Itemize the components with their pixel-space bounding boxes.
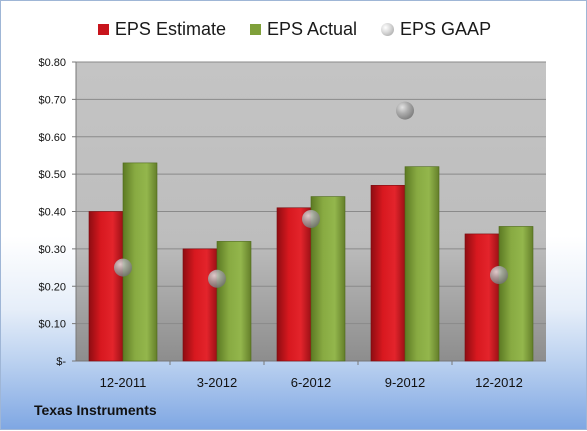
y-tick-label: $0.40 xyxy=(38,207,66,219)
legend-swatch-gaap xyxy=(381,22,395,36)
legend-label-actual: EPS Actual xyxy=(266,18,358,39)
y-tick-label: $0.30 xyxy=(38,244,66,256)
point-eps-gaap xyxy=(208,269,226,288)
point-eps-gaap xyxy=(490,266,508,285)
x-tick-label: 12-2011 xyxy=(100,375,147,390)
x-tick-label: 3-2012 xyxy=(197,375,237,390)
legend-swatch-estimate xyxy=(97,23,109,35)
bar-eps-actual xyxy=(216,241,252,362)
y-tick-label: $0.50 xyxy=(38,169,66,181)
bar-eps-estimate xyxy=(370,185,406,362)
point-eps-gaap xyxy=(396,101,414,120)
y-tick-label: $- xyxy=(56,356,66,368)
bar-eps-estimate xyxy=(276,207,312,362)
bar-eps-actual xyxy=(498,226,534,362)
bar-eps-estimate xyxy=(88,211,124,362)
legend-item-actual: EPS Actual xyxy=(249,18,358,40)
x-tick-label: 9-2012 xyxy=(385,375,425,390)
legend-item-gaap: EPS GAAP xyxy=(381,19,491,40)
point-eps-gaap xyxy=(114,258,132,277)
company-name: Texas Instruments xyxy=(34,402,157,418)
x-tick-label: 6-2012 xyxy=(291,375,331,390)
y-tick-label: $0.60 xyxy=(38,132,66,144)
legend-item-estimate: EPS Estimate xyxy=(97,18,226,40)
bar-eps-estimate xyxy=(182,248,218,362)
bar-eps-estimate xyxy=(464,233,500,362)
y-tick-label: $0.10 xyxy=(38,319,66,331)
point-eps-gaap xyxy=(302,209,320,228)
y-tick-label: $0.20 xyxy=(38,281,66,293)
legend-label-estimate: EPS Estimate xyxy=(114,18,226,39)
y-tick-label: $0.80 xyxy=(38,57,66,69)
bar-eps-actual xyxy=(404,166,440,362)
legend-swatch-actual xyxy=(249,23,261,35)
x-tick-label: 12-2012 xyxy=(475,375,523,390)
y-tick-label: $0.70 xyxy=(38,94,66,106)
legend-label-gaap: EPS GAAP xyxy=(400,18,492,39)
legend: EPS Estimate EPS Actual EPS GAAP xyxy=(1,15,587,43)
